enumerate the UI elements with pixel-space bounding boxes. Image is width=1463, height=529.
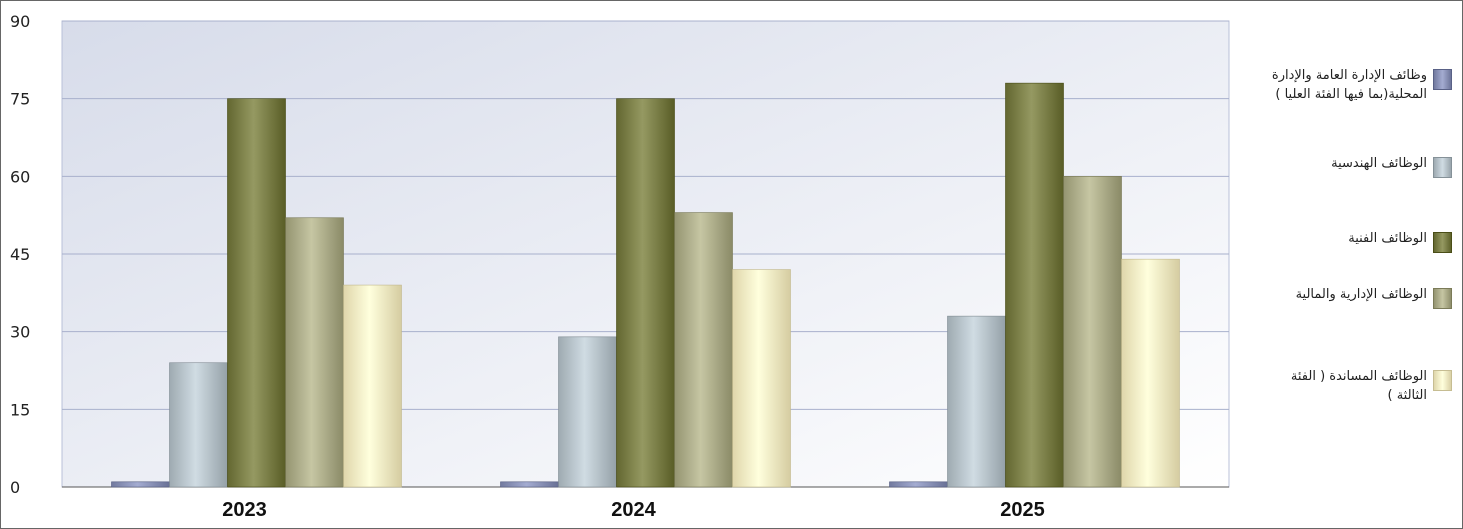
legend-swatch [1433, 288, 1452, 309]
bar [1063, 176, 1122, 488]
bar [111, 481, 170, 488]
legend-swatch [1433, 232, 1452, 253]
legend-label: وظائف الإدارة العامة والإدارة المحلية(بم… [1271, 68, 1427, 102]
bar [343, 284, 402, 488]
legend-label: الوظائف الإدارية والمالية [1295, 287, 1427, 302]
bar [169, 362, 228, 488]
legend: وظائف الإدارة العامة والإدارة المحلية(بم… [1252, 66, 1452, 427]
y-axis-tick-labels: 0 15 30 45 60 75 90 [10, 12, 30, 497]
bar [732, 269, 791, 488]
x-tick-label: 2023 [222, 499, 267, 521]
bar [674, 212, 733, 488]
bar [616, 98, 675, 488]
legend-swatch [1433, 157, 1452, 178]
y-tick-label: 0 [10, 478, 20, 497]
bar [227, 98, 286, 488]
bar [947, 315, 1006, 488]
legend-label: الوظائف المساندة ( الفئة الثالثة ) [1290, 369, 1427, 403]
legend-item: الوظائف الفنية [1252, 229, 1452, 285]
legend-item: الوظائف المساندة ( الفئة الثالثة ) [1252, 367, 1452, 427]
bar [1121, 258, 1180, 488]
y-tick-label: 60 [10, 167, 30, 186]
x-tick-label: 2025 [1000, 499, 1045, 521]
bars [111, 82, 1180, 488]
legend-swatch [1433, 370, 1452, 391]
bar [500, 481, 559, 488]
x-axis-tick-labels: 2023 2024 2025 [222, 499, 1045, 521]
y-tick-label: 90 [10, 12, 30, 31]
bar [285, 217, 344, 488]
y-tick-label: 45 [10, 245, 30, 264]
legend-item: الوظائف الهندسية [1252, 154, 1452, 229]
y-tick-label: 75 [10, 90, 30, 109]
legend-swatch [1433, 69, 1452, 90]
legend-item: وظائف الإدارة العامة والإدارة المحلية(بم… [1252, 66, 1452, 154]
bar [558, 336, 617, 488]
y-tick-label: 15 [10, 400, 30, 419]
legend-item: الوظائف الإدارية والمالية [1252, 285, 1452, 367]
y-tick-label: 30 [10, 323, 30, 342]
legend-label: الوظائف الهندسية [1331, 156, 1427, 171]
bar [889, 481, 948, 488]
legend-label: الوظائف الفنية [1348, 231, 1427, 246]
x-tick-label: 2024 [611, 499, 656, 521]
bar [1005, 82, 1064, 488]
